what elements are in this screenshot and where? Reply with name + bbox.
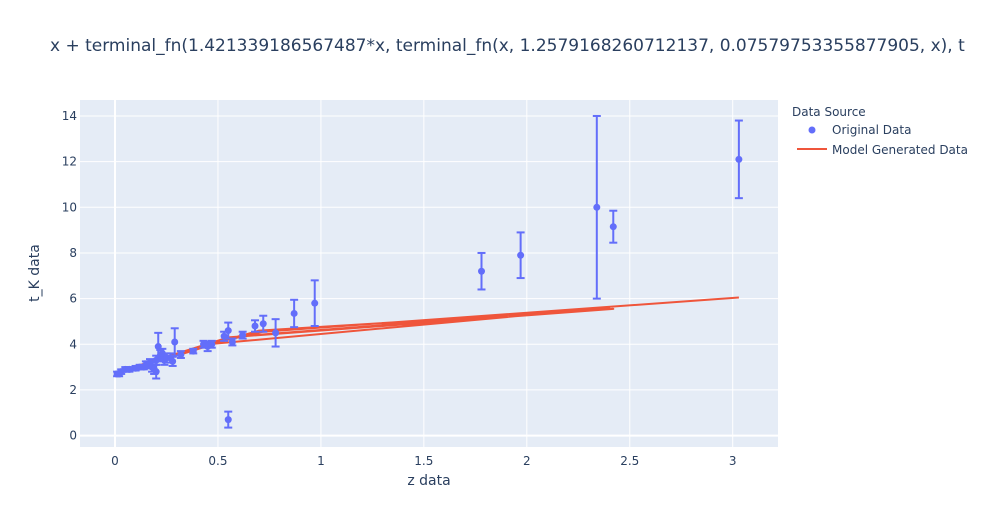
data-marker [169,357,177,365]
data-point [516,231,525,280]
x-tick-labels: 0 0.5 1 1.5 2 2.5 3 [111,454,736,468]
y-tick-labels: 0 2 4 6 8 10 12 14 [62,109,77,443]
data-marker [478,267,486,275]
data-point [224,410,233,429]
data-marker [251,322,259,330]
plot-background [80,100,778,447]
data-marker [272,329,280,337]
legend-label-original-data: Original Data [832,123,911,137]
y-axis-title: t_K data [27,244,43,302]
data-point [176,350,185,359]
data-point [170,327,179,357]
y-tick-label: 14 [62,109,77,123]
data-marker [593,203,601,211]
data-marker [171,338,179,346]
x-tick-label: 0.5 [208,454,227,468]
data-marker [228,338,236,346]
y-tick-label: 10 [62,200,77,214]
x-tick-label: 1 [317,454,325,468]
data-marker [152,368,160,376]
data-point [251,319,260,333]
data-point [238,330,247,340]
data-point [168,355,177,367]
data-marker [208,340,216,348]
data-marker [259,320,267,328]
data-marker [290,309,298,317]
grid-layer [80,100,778,447]
data-marker [609,223,617,231]
data-point [125,365,134,373]
legend-marker-original-data [808,126,816,134]
data-point [592,114,601,300]
legend-item-model-generated-data[interactable]: Model Generated Data [797,143,968,157]
x-tick-label: 2 [523,454,531,468]
y-tick-label: 8 [69,246,77,260]
series-layer [113,114,743,429]
y-tick-label: 0 [69,429,77,443]
legend: Data Source Original Data Model Generate… [792,105,968,157]
legend-item-original-data[interactable]: Original Data [808,123,912,137]
y-tick-label: 6 [69,292,77,306]
data-point [189,347,198,355]
x-tick-label: 3 [729,454,737,468]
y-tick-label: 4 [69,337,77,351]
data-marker [177,351,185,359]
y-tick-label: 12 [62,155,77,169]
x-tick-label: 1.5 [414,454,433,468]
data-marker [125,365,133,373]
data-point [609,209,618,244]
chart-title: x + terminal_fn(1.42133918656748​7*x, te… [50,36,965,56]
data-marker [517,251,525,259]
data-marker [189,347,197,355]
data-marker [224,327,232,335]
data-marker [735,155,743,163]
data-marker [239,331,247,339]
data-point [207,339,216,349]
data-point [477,251,486,291]
data-point [259,314,268,333]
data-point [203,340,212,353]
data-marker [224,416,232,424]
data-marker [311,299,319,307]
data-point [290,298,299,329]
y-tick-label: 2 [69,383,77,397]
data-point [224,321,233,340]
data-point [310,279,319,328]
data-point [271,318,280,348]
x-tick-label: 2.5 [620,454,639,468]
legend-label-model-generated-data: Model Generated Data [832,143,968,157]
data-point [734,119,743,200]
data-point [228,337,237,347]
legend-title: Data Source [792,105,866,119]
x-tick-label: 0 [111,454,119,468]
x-axis-title: z data [407,473,450,489]
